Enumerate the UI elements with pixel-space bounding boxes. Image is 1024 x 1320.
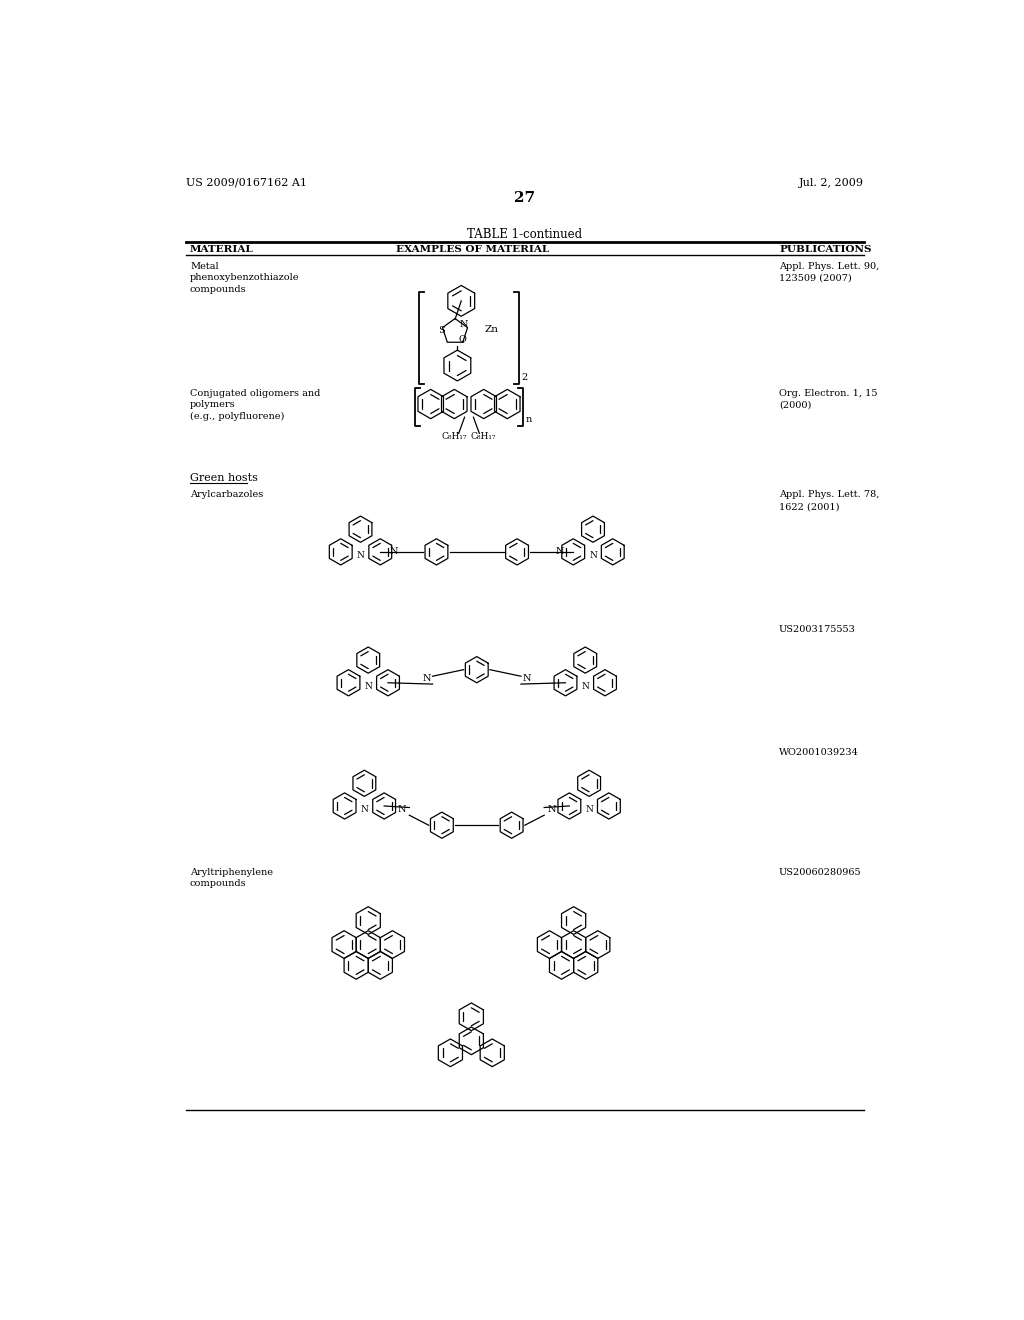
Text: N: N (356, 550, 365, 560)
Text: US20060280965: US20060280965 (779, 867, 861, 876)
Text: O: O (459, 335, 467, 343)
Text: Arylcarbazoles: Arylcarbazoles (190, 490, 263, 499)
Text: Org. Electron. 1, 15
(2000): Org. Electron. 1, 15 (2000) (779, 388, 878, 409)
Text: S: S (437, 326, 444, 334)
Text: PUBLICATIONS: PUBLICATIONS (779, 244, 871, 253)
Text: N: N (585, 805, 593, 813)
Text: C₈H₁₇: C₈H₁₇ (471, 432, 497, 441)
Text: 2: 2 (521, 374, 528, 383)
Text: MATERIAL: MATERIAL (190, 244, 254, 253)
Text: n: n (525, 416, 532, 425)
Text: WO2001039234: WO2001039234 (779, 748, 859, 758)
Text: N: N (523, 675, 531, 684)
Text: N: N (460, 321, 468, 329)
Text: Metal
phenoxybenzothiazole
compounds: Metal phenoxybenzothiazole compounds (190, 261, 299, 294)
Text: N: N (555, 548, 564, 556)
Text: Green hosts: Green hosts (190, 474, 258, 483)
Text: N: N (548, 805, 556, 814)
Text: TABLE 1-continued: TABLE 1-continued (467, 227, 583, 240)
Text: N: N (582, 681, 589, 690)
Text: Jul. 2, 2009: Jul. 2, 2009 (799, 178, 863, 187)
Text: Conjugated oligomers and
polymers
(e.g., polyfluorene): Conjugated oligomers and polymers (e.g.,… (190, 388, 321, 421)
Text: N: N (422, 675, 431, 684)
Text: EXAMPLES OF MATERIAL: EXAMPLES OF MATERIAL (396, 244, 550, 253)
Text: 27: 27 (514, 191, 536, 205)
Text: Appl. Phys. Lett. 78,
1622 (2001): Appl. Phys. Lett. 78, 1622 (2001) (779, 490, 880, 511)
Text: C₈H₁₇: C₈H₁₇ (441, 432, 467, 441)
Text: US 2009/0167162 A1: US 2009/0167162 A1 (186, 178, 307, 187)
Text: N: N (360, 805, 369, 813)
Text: Zn: Zn (484, 325, 499, 334)
Text: N: N (589, 550, 597, 560)
Text: Appl. Phys. Lett. 90,
123509 (2007): Appl. Phys. Lett. 90, 123509 (2007) (779, 261, 880, 282)
Text: Aryltriphenylene
compounds: Aryltriphenylene compounds (190, 867, 273, 888)
Text: N: N (397, 805, 406, 814)
Text: N: N (365, 681, 372, 690)
Text: N: N (389, 548, 398, 556)
Text: US2003175553: US2003175553 (779, 626, 856, 634)
